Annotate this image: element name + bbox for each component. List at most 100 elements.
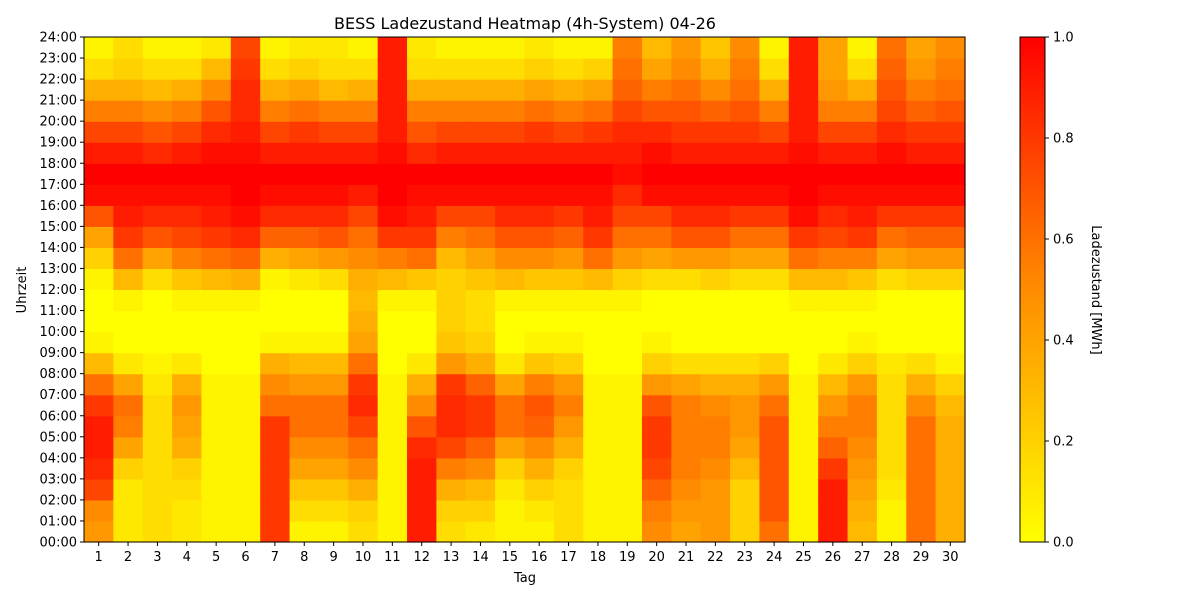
heatmap-cell	[612, 79, 643, 101]
heatmap-cell	[436, 184, 467, 206]
heatmap-cell	[260, 205, 291, 227]
heatmap-cell	[436, 79, 467, 101]
heatmap-cell	[289, 478, 320, 501]
heatmap-cell	[524, 436, 555, 459]
heatmap-cell	[465, 100, 496, 122]
x-tick-label: 24	[766, 550, 783, 565]
heatmap-cell	[612, 352, 643, 375]
heatmap-cell	[641, 415, 672, 438]
heatmap-cell	[612, 121, 643, 143]
heatmap-cell	[84, 499, 114, 522]
y-tick-label: 19:00	[40, 136, 77, 151]
heatmap-cell	[289, 205, 320, 227]
heatmap-cell	[84, 331, 114, 354]
heatmap-cell	[524, 100, 555, 122]
heatmap-cell	[230, 499, 261, 522]
heatmap-cell	[142, 415, 173, 438]
heatmap-cell	[524, 163, 555, 185]
heatmap-cell	[348, 205, 379, 227]
heatmap-cell	[465, 394, 496, 417]
heatmap-cell	[289, 100, 320, 122]
heatmap-cell	[818, 478, 849, 501]
colorbar-tick-label: 0.2	[1053, 435, 1074, 450]
heatmap-cell	[612, 142, 643, 164]
x-tick-label: 22	[707, 550, 724, 565]
heatmap-cell	[260, 415, 291, 438]
heatmap-cell	[700, 121, 731, 143]
heatmap-cell	[142, 289, 173, 312]
heatmap-cell	[407, 331, 437, 354]
x-tick-label: 25	[795, 550, 812, 565]
y-axis: 00:00 01:00 02:00 03:00 04:00 05:00 06:00 07:00…	[40, 31, 84, 551]
heatmap-cell	[201, 478, 232, 501]
x-tick-label: 12	[413, 550, 430, 565]
heatmap-cell	[818, 121, 849, 143]
heatmap-cell	[612, 457, 643, 480]
heatmap-cell	[348, 121, 379, 143]
heatmap-cell	[730, 268, 761, 291]
heatmap-cell	[348, 499, 379, 522]
heatmap-cell	[84, 100, 114, 122]
heatmap-cell	[318, 352, 349, 375]
heatmap-cell	[113, 184, 144, 206]
heatmap-cell	[553, 289, 584, 312]
heatmap-cell	[524, 478, 555, 501]
heatmap-cell	[436, 457, 467, 480]
heatmap-cell	[847, 247, 878, 270]
heatmap-cell	[583, 184, 614, 206]
heatmap-cell	[407, 352, 437, 375]
heatmap-cell	[142, 79, 173, 101]
heatmap-cell	[260, 79, 291, 101]
heatmap-cell	[671, 226, 702, 249]
heatmap-cell	[289, 37, 320, 59]
heatmap-cell	[377, 415, 408, 438]
heatmap-cell	[84, 352, 114, 375]
heatmap-cell	[906, 205, 937, 227]
x-tick-label: 18	[590, 550, 607, 565]
heatmap-cell	[495, 100, 526, 122]
heatmap-cell	[465, 457, 496, 480]
heatmap-cell	[788, 247, 819, 270]
heatmap-cell	[230, 394, 261, 417]
heatmap-cell	[524, 352, 555, 375]
heatmap-cell	[700, 247, 731, 270]
heatmap-cell	[142, 499, 173, 522]
heatmap-cell	[113, 100, 144, 122]
heatmap-cell	[495, 478, 526, 501]
heatmap-cell	[201, 352, 232, 375]
x-tick-label: 23	[736, 550, 753, 565]
y-axis-label: Uhrzeit	[15, 267, 30, 314]
heatmap-cell	[377, 310, 408, 333]
heatmap-cell	[260, 100, 291, 122]
heatmap-cell	[818, 415, 849, 438]
y-tick-label: 13:00	[40, 262, 77, 277]
heatmap-cell	[142, 205, 173, 227]
x-tick-label: 17	[560, 550, 577, 565]
heatmap-cell	[230, 436, 261, 459]
heatmap-cell	[906, 289, 937, 312]
heatmap-cell	[289, 184, 320, 206]
heatmap-cell	[201, 58, 232, 80]
heatmap-cell	[113, 352, 144, 375]
heatmap-cell	[700, 394, 731, 417]
heatmap-cell	[759, 142, 790, 164]
heatmap-cell	[935, 331, 966, 354]
heatmap-cell	[348, 373, 379, 396]
heatmap-cell	[84, 184, 114, 206]
heatmap-cell	[201, 163, 232, 185]
heatmap-cell	[377, 142, 408, 164]
heatmap-cell	[730, 352, 761, 375]
heatmap-cell	[612, 184, 643, 206]
heatmap-cell	[876, 310, 907, 333]
heatmap-cell	[553, 205, 584, 227]
heatmap-cell	[671, 37, 702, 59]
heatmap-cell	[906, 520, 937, 543]
heatmap-cell	[465, 520, 496, 543]
heatmap-cell	[201, 415, 232, 438]
heatmap-cell	[700, 436, 731, 459]
x-tick-label: 2	[124, 550, 132, 565]
heatmap-cell	[935, 268, 966, 291]
heatmap-cell	[788, 394, 819, 417]
heatmap-cell	[612, 37, 643, 59]
heatmap-cell	[935, 310, 966, 333]
